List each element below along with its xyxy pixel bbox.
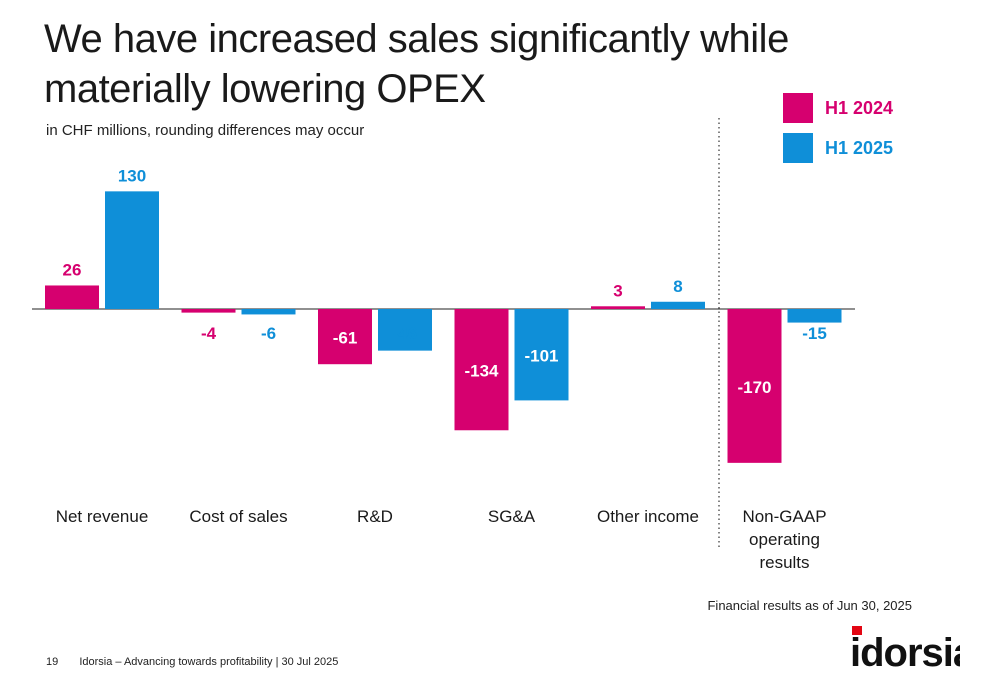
bar-sg-a-h1-2024 (454, 309, 509, 431)
legend-swatch-h1-2025 (783, 133, 813, 163)
bar-net-revenue-h1-2025 (105, 191, 159, 309)
chart-legend: H1 2024 H1 2025 (783, 90, 893, 170)
category-label-other-income: Other income (597, 507, 699, 526)
data-label-r-d-h1-2025: -46 (393, 324, 418, 343)
data-label-sg-a-h1-2024: -134 (464, 362, 499, 381)
logo-accent-mark (852, 626, 862, 635)
page-title: We have increased sales significantly wh… (44, 17, 789, 111)
bar-cost-of-sales-h1-2025 (241, 309, 296, 315)
data-label-non-gaap-operating-results-h1-2025: -15 (802, 324, 827, 343)
chart-subtitle: in CHF millions, rounding differences ma… (46, 122, 365, 139)
legend-item-h1-2025: H1 2025 (783, 130, 893, 166)
legend-item-h1-2024: H1 2024 (783, 90, 893, 126)
bar-non-gaap-operating-results-h1-2025 (787, 309, 842, 323)
category-label-cost-of-sales: Cost of sales (189, 507, 287, 526)
footnote: Financial results as of Jun 30, 2025 (707, 598, 912, 613)
data-label-other-income-h1-2024: 3 (613, 281, 622, 300)
idorsia-logo: idorsia (850, 626, 960, 672)
bar-r-d-h1-2024 (318, 309, 372, 365)
bar-net-revenue-h1-2024 (45, 285, 99, 309)
category-label-sg-a: SG&A (488, 507, 536, 526)
category-label-non-gaap-operating-results-line-1: operating (749, 530, 820, 549)
bar-r-d-h1-2025 (378, 309, 432, 351)
bar-sg-a-h1-2025 (514, 309, 569, 401)
category-label-non-gaap-operating-results-line-0: Non-GAAP (742, 507, 826, 526)
bar-other-income-h1-2024 (591, 306, 645, 309)
legend-label-h1-2024: H1 2024 (825, 97, 894, 118)
logo-wordmark: idorsia (850, 631, 960, 672)
data-label-sg-a-h1-2025: -101 (524, 347, 558, 366)
category-label-r-d: R&D (357, 507, 393, 526)
data-label-cost-of-sales-h1-2025: -6 (261, 324, 276, 343)
data-label-r-d-h1-2024: -61 (333, 329, 358, 348)
legend-swatch-h1-2024 (783, 93, 813, 123)
bar-non-gaap-operating-results-h1-2024 (727, 309, 782, 463)
data-label-other-income-h1-2025: 8 (673, 277, 682, 296)
data-label-non-gaap-operating-results-h1-2024: -170 (737, 378, 771, 397)
bar-cost-of-sales-h1-2024 (181, 309, 236, 313)
category-label-non-gaap-operating-results-line-2: results (759, 553, 809, 572)
page-number: 19 (46, 656, 59, 668)
footer-text: Idorsia – Advancing towards profitabilit… (79, 656, 339, 668)
data-label-net-revenue-h1-2025: 130 (118, 166, 146, 185)
footer: 19 Idorsia – Advancing towards profitabi… (46, 656, 338, 668)
bar-other-income-h1-2025 (651, 301, 705, 309)
data-label-cost-of-sales-h1-2024: -4 (201, 324, 217, 343)
data-label-net-revenue-h1-2024: 26 (63, 260, 82, 279)
category-label-net-revenue: Net revenue (56, 507, 149, 526)
legend-label-h1-2025: H1 2025 (825, 137, 894, 158)
